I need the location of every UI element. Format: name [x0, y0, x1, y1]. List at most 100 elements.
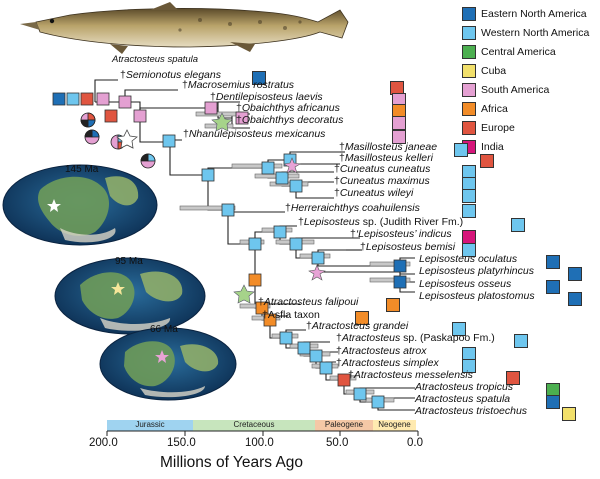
- taxon-label: Lepisosteus platyrhincus: [419, 265, 534, 277]
- taxon-region-box: [546, 395, 560, 409]
- taxon-region-box: [511, 218, 525, 232]
- extinct-dagger-icon: †: [360, 241, 366, 253]
- taxon-name: Cuneatus maximus: [339, 175, 430, 187]
- taxon-name: Atractosteus: [341, 332, 401, 344]
- legend-label: Eastern North America: [481, 7, 587, 20]
- legend-label: India: [481, 140, 504, 153]
- legend-swatch: [462, 44, 476, 59]
- extinct-dagger-icon: †: [334, 187, 340, 199]
- taxon-name: Masillosteus janeae: [344, 141, 438, 153]
- period-neogene: Neogene: [378, 420, 411, 429]
- taxon-name: Lepisosteus: [303, 216, 360, 228]
- taxon-label: †Asfla taxon: [262, 309, 320, 321]
- taxon-label: Atractosteus tristoechus: [415, 405, 527, 417]
- taxon-region-box: [546, 280, 560, 294]
- extinct-dagger-icon: †: [334, 163, 340, 175]
- extinct-dagger-icon: †: [210, 91, 216, 103]
- calibration-stars: [116, 112, 326, 304]
- legend-item: Western North America: [462, 23, 598, 42]
- taxon-label: †Lepisosteus bemisi: [360, 241, 455, 253]
- extinct-dagger-icon: †: [336, 332, 342, 344]
- legend-swatch: [462, 25, 476, 40]
- legend-item: South America: [462, 80, 598, 99]
- extinct-dagger-icon: †: [334, 175, 340, 187]
- taxon-region-box: [462, 243, 476, 257]
- extinct-dagger-icon: †: [262, 309, 268, 321]
- taxon-label: †Atractosteus atrox: [336, 345, 426, 357]
- legend-item: Europe: [462, 118, 598, 137]
- taxon-region-box: [355, 311, 369, 325]
- map-label-66: 66 Ma: [150, 324, 178, 335]
- taxon-name: Atractosteus spatula: [415, 393, 511, 405]
- taxon-label: †Atractosteus messelensis: [348, 369, 473, 381]
- taxon-suffix: sp. (Judith River Fm.): [359, 216, 464, 228]
- taxon-name: Atractosteus messelensis: [353, 369, 473, 381]
- taxon-name: Herreraichthys coahuilensis: [290, 202, 420, 214]
- legend-swatch: [462, 101, 476, 116]
- legend-label: Africa: [481, 102, 508, 115]
- extinct-dagger-icon: †: [339, 141, 345, 153]
- taxon-region-box: [454, 143, 468, 157]
- taxon-region-box: [462, 230, 476, 244]
- taxon-label: Lepisosteus oculatus: [419, 253, 517, 265]
- taxon-region-box: [546, 255, 560, 269]
- taxon-region-box: [392, 130, 406, 144]
- taxon-name: Cuneatus cuneatus: [339, 163, 431, 175]
- taxon-label: †Atractosteus grandei: [306, 320, 408, 332]
- extinct-dagger-icon: †: [236, 102, 242, 114]
- taxon-label: Atractosteus spatula: [415, 393, 510, 405]
- legend-label: Cuba: [481, 64, 507, 77]
- taxon-region-box: [386, 298, 400, 312]
- map-label-145: 145 Ma: [65, 164, 99, 175]
- taxon-name: Asfla taxon: [267, 309, 320, 321]
- taxon-name: Cuneatus wileyi: [339, 187, 414, 199]
- taxon-label: †Obaichthys decoratus: [236, 114, 343, 126]
- taxon-name: Lepisosteus oculatus: [419, 253, 518, 265]
- period-jurassic: Jurassic: [135, 420, 165, 429]
- legend-item: Central America: [462, 42, 598, 61]
- extinct-dagger-icon: †: [339, 152, 345, 164]
- taxon-name: Atractosteus atrox: [341, 345, 427, 357]
- taxon-suffix: sp. (Paskapoo Fm.): [400, 332, 495, 344]
- extinct-dagger-icon: †: [350, 228, 356, 240]
- extinct-dagger-icon: †: [336, 357, 342, 369]
- taxon-region-box: [562, 407, 576, 421]
- taxon-name: Lepisosteus platostomus: [419, 290, 535, 302]
- taxon-region-box: [392, 116, 406, 130]
- taxon-region-box: [480, 154, 494, 168]
- taxon-region-box: [462, 189, 476, 203]
- taxon-label: †Semionotus elegans: [120, 69, 221, 81]
- taxon-label: †Atractosteus sp. (Paskapoo Fm.): [336, 332, 495, 344]
- taxon-label: Lepisosteus platostomus: [419, 290, 535, 302]
- taxon-label: †Masillosteus janeae: [339, 141, 437, 153]
- period-cretaceous: Cretaceous: [233, 420, 275, 429]
- extinct-dagger-icon: †: [298, 216, 304, 228]
- taxon-label: †Dentilepisosteus laevis: [210, 91, 323, 103]
- taxon-label: †Nhanulepisosteus mexicanus: [183, 128, 325, 140]
- legend-label: Central America: [481, 45, 556, 58]
- extinct-dagger-icon: †: [236, 114, 242, 126]
- taxon-region-box: [452, 322, 466, 336]
- taxon-region-box: [514, 334, 528, 348]
- legend-item: Eastern North America: [462, 4, 598, 23]
- tick-label: 150.0: [167, 437, 196, 449]
- legend-swatch: [462, 6, 476, 21]
- taxon-name: Masillosteus kelleri: [344, 152, 433, 164]
- taxon-label: †Atractosteus simplex: [336, 357, 439, 369]
- extinct-dagger-icon: †: [348, 369, 354, 381]
- region-legend: Eastern North America Western North Ameri…: [462, 4, 598, 156]
- extinct-dagger-icon: †: [182, 79, 188, 91]
- taxon-name: Nhanulepisosteus mexicanus: [188, 128, 326, 140]
- node-state-boxes: [52, 92, 407, 409]
- tick-label: 200.0: [89, 437, 118, 449]
- taxon-name: Lepisosteus platyrhincus: [419, 265, 534, 277]
- taxon-label: †Lepisosteus sp. (Judith River Fm.): [298, 216, 463, 228]
- taxon-name: Obaichthys africanus: [241, 102, 340, 114]
- legend-label: Western North America: [481, 26, 590, 39]
- taxon-name: Atractosteus tristoechus: [415, 405, 528, 417]
- legend-item: Africa: [462, 99, 598, 118]
- fish-caption: Atractosteus spatula: [112, 54, 199, 65]
- legend-swatch: [462, 82, 476, 97]
- taxon-label: †Atractosteus falipoui: [258, 296, 358, 308]
